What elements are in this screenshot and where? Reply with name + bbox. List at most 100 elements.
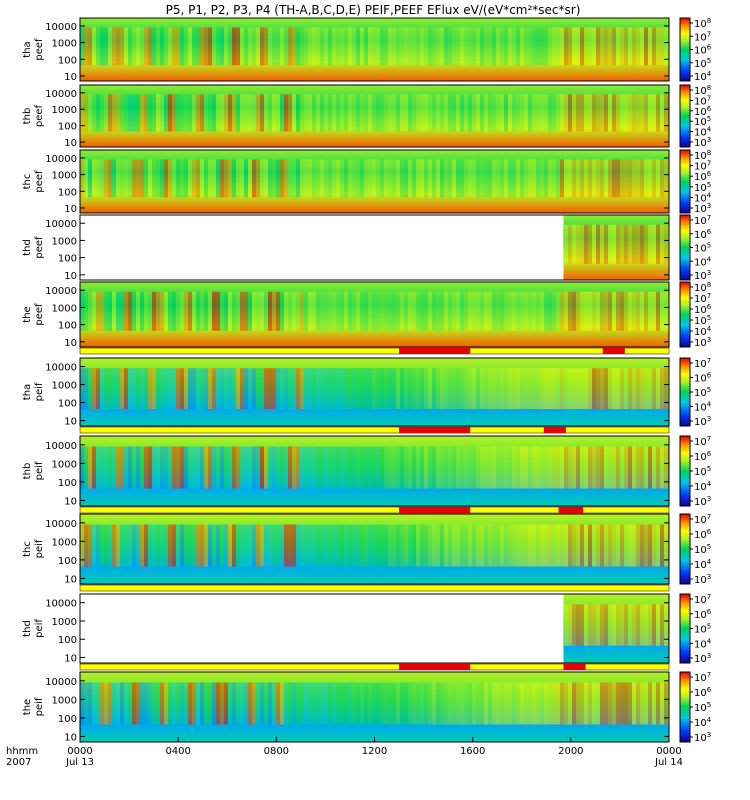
x-tick-label: 1600 bbox=[460, 746, 485, 757]
colorbar-tick-label: 105 bbox=[694, 386, 711, 399]
colorbar-tick-label: 108 bbox=[694, 17, 711, 30]
colorbar bbox=[679, 214, 691, 281]
probe-label: tha bbox=[22, 41, 33, 57]
y-tick-label: 100 bbox=[58, 254, 77, 265]
colorbar-tick-label: 105 bbox=[694, 543, 711, 556]
product-label: peef bbox=[34, 38, 45, 61]
y-tick-label: 1000 bbox=[52, 381, 77, 392]
colorbar bbox=[679, 513, 691, 585]
colorbar-tick-label: 105 bbox=[694, 242, 711, 255]
colorbar bbox=[679, 84, 691, 148]
y-tick-label: 10 bbox=[64, 732, 77, 743]
colorbar-tick-label: 104 bbox=[694, 126, 712, 139]
panel-frame bbox=[79, 214, 670, 281]
colorbar-tick-label: 107 bbox=[694, 94, 711, 107]
product-label: peef bbox=[34, 104, 45, 127]
probe-label: thb bbox=[22, 108, 33, 125]
colorbar-tick-label: 103 bbox=[694, 415, 711, 428]
panel-frame bbox=[79, 357, 670, 427]
x-tick-label: 0000 bbox=[67, 746, 92, 757]
x-tick-label: 2000 bbox=[558, 746, 583, 757]
y-tick-label: 10000 bbox=[45, 219, 77, 230]
colorbar-tick-label: 104 bbox=[694, 716, 712, 729]
x-tick-label: 1200 bbox=[362, 746, 387, 757]
probe-label: the bbox=[22, 306, 33, 322]
colorbar-tick-label: 106 bbox=[694, 105, 712, 118]
chart-title: P5, P1, P2, P3, P4 (TH-A,B,C,D,E) PEIF,P… bbox=[166, 3, 581, 17]
colorbar bbox=[679, 357, 691, 427]
probe-label: thc bbox=[22, 541, 33, 557]
colorbar-tick-label: 105 bbox=[694, 314, 711, 327]
colorbar bbox=[679, 149, 691, 214]
colorbar-tick-label: 106 bbox=[694, 528, 712, 541]
colorbar-tick-label: 107 bbox=[694, 292, 711, 305]
colorbar-tick-label: 104 bbox=[694, 325, 712, 338]
y-tick-label: 100 bbox=[58, 122, 77, 133]
product-label: peif bbox=[34, 382, 45, 401]
panel-frame bbox=[79, 84, 670, 148]
y-tick-label: 10 bbox=[64, 271, 77, 282]
colorbar-tick-label: 108 bbox=[694, 149, 711, 162]
colorbar-tick-label: 105 bbox=[694, 115, 711, 128]
colorbar-tick-label: 106 bbox=[694, 372, 712, 385]
probe-label: thd bbox=[22, 239, 33, 256]
panel-frame bbox=[79, 281, 670, 348]
y-tick-label: 1000 bbox=[52, 459, 77, 470]
colorbar bbox=[679, 593, 691, 664]
y-tick-label: 10000 bbox=[45, 22, 77, 33]
colorbar-tick-label: 107 bbox=[694, 593, 711, 606]
y-tick-label: 10 bbox=[64, 417, 77, 428]
product-label: peif bbox=[34, 619, 45, 638]
panel-the-peif: 10000 1000 100 10 the peif 107 106 105 104 103 bbox=[22, 671, 712, 744]
mode-bar-strip bbox=[79, 584, 670, 592]
y-tick-label: 10000 bbox=[45, 154, 77, 165]
colorbar-tick-label: 103 bbox=[694, 136, 711, 149]
y-tick-label: 10 bbox=[64, 654, 77, 665]
y-tick-label: 100 bbox=[58, 55, 77, 66]
y-tick-label: 10 bbox=[64, 204, 77, 215]
x-tick-sublabel: Jul 14 bbox=[654, 757, 683, 768]
colorbar-tick-label: 105 bbox=[694, 181, 711, 194]
y-tick-label: 1000 bbox=[52, 695, 77, 706]
mode-bar-segment bbox=[399, 348, 471, 354]
colorbar-tick-label: 106 bbox=[694, 450, 712, 463]
y-tick-label: 100 bbox=[58, 399, 77, 410]
mode-bar bbox=[79, 506, 670, 514]
panel-frame bbox=[79, 149, 670, 214]
colorbar-tick-label: 106 bbox=[694, 303, 712, 316]
colorbar-tick-label: 104 bbox=[694, 191, 712, 204]
colorbar-tick-label: 107 bbox=[694, 435, 711, 448]
y-tick-label: 10000 bbox=[45, 519, 77, 530]
y-tick-label: 1000 bbox=[52, 105, 77, 116]
colorbar-tick-label: 107 bbox=[694, 671, 711, 684]
y-tick-label: 100 bbox=[58, 556, 77, 567]
colorbar-tick-label: 104 bbox=[694, 637, 712, 650]
colorbar-tick-label: 108 bbox=[694, 281, 711, 294]
y-tick-label: 10000 bbox=[45, 89, 77, 100]
y-tick-label: 10000 bbox=[45, 677, 77, 688]
panel-frame bbox=[79, 17, 670, 82]
y-tick-label: 100 bbox=[58, 478, 77, 489]
colorbar-tick-label: 107 bbox=[694, 30, 711, 43]
panel-thc-peif: 10000 1000 100 10 thc peif 107 106 105 104 103 bbox=[22, 513, 712, 586]
y-tick-label: 100 bbox=[58, 321, 77, 332]
y-tick-label: 10000 bbox=[45, 599, 77, 610]
x-tick-label: 0000 bbox=[656, 746, 681, 757]
y-tick-label: 10 bbox=[64, 496, 77, 507]
colorbar-tick-label: 106 bbox=[694, 608, 712, 621]
colorbar-tick-label: 107 bbox=[694, 160, 711, 173]
colorbar-tick-label: 103 bbox=[694, 269, 711, 282]
colorbar-tick-label: 106 bbox=[694, 44, 712, 57]
probe-label: thc bbox=[22, 174, 33, 190]
mode-bar-strip bbox=[79, 663, 670, 671]
y-tick-label: 1000 bbox=[52, 537, 77, 548]
mode-bar-strip bbox=[79, 347, 670, 355]
mode-bar bbox=[79, 584, 670, 592]
panel-frame bbox=[79, 593, 670, 664]
probe-label: thb bbox=[22, 463, 33, 480]
